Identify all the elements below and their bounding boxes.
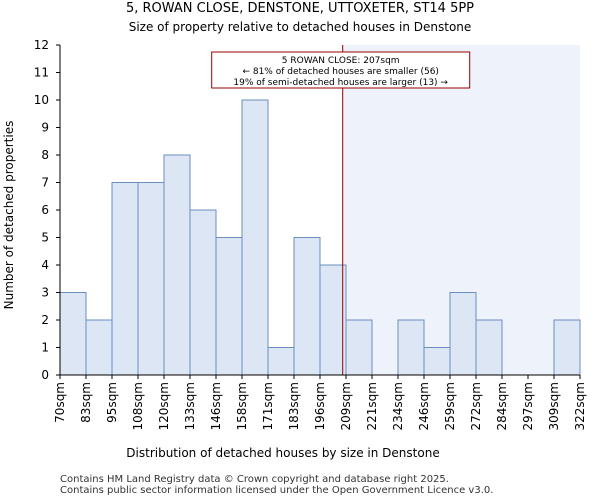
- x-tick-label: 196sqm: [313, 382, 327, 430]
- y-tick-label: 12: [34, 38, 49, 52]
- bar: [319, 264, 347, 376]
- y-tick-label: 10: [34, 93, 49, 107]
- bar: [293, 237, 321, 376]
- bar: [215, 237, 243, 376]
- x-tick-label: 297sqm: [521, 382, 535, 430]
- y-tick-label: 7: [41, 176, 49, 190]
- bar: [475, 319, 503, 376]
- bar: [189, 209, 217, 376]
- bar: [397, 319, 425, 376]
- bar: [553, 319, 581, 376]
- chart-subtitle: Size of property relative to detached ho…: [129, 20, 472, 34]
- x-tick-label: 120sqm: [157, 382, 171, 430]
- annotation-box: 5 ROWAN CLOSE: 207sqm ← 81% of detached …: [211, 51, 471, 89]
- chart-title: 5, ROWAN CLOSE, DENSTONE, UTTOXETER, ST1…: [126, 1, 474, 16]
- y-tick-label: 0: [41, 368, 49, 382]
- x-tick-label: 272sqm: [469, 382, 483, 430]
- bar: [423, 347, 451, 376]
- y-tick-label: 1: [41, 341, 49, 355]
- bar: [137, 182, 165, 376]
- x-tick-label: 309sqm: [547, 382, 561, 430]
- bar: [163, 154, 191, 376]
- x-tick-label: 171sqm: [261, 382, 275, 430]
- footer-line-1: Contains HM Land Registry data © Crown c…: [60, 474, 449, 485]
- bar: [59, 292, 87, 376]
- y-tick-label: 4: [41, 258, 49, 272]
- bars: [59, 99, 581, 376]
- x-tick-label: 133sqm: [183, 382, 197, 430]
- y-axis-label: Number of detached properties: [2, 121, 16, 310]
- y-tick-label: 8: [41, 148, 49, 162]
- x-tick-label: 322sqm: [573, 382, 587, 430]
- y-tick-label: 2: [41, 313, 49, 327]
- x-tick-label: 83sqm: [79, 382, 93, 423]
- bar: [449, 292, 477, 376]
- y-tick-label: 6: [41, 203, 49, 217]
- bar: [267, 347, 295, 376]
- bar: [345, 319, 373, 376]
- x-tick-label: 209sqm: [339, 382, 353, 430]
- y-tick-label: 5: [41, 231, 49, 245]
- x-tick-label: 70sqm: [53, 382, 67, 423]
- x-tick-label: 246sqm: [417, 382, 431, 430]
- bar: [241, 99, 269, 376]
- footer-line-2: Contains public sector information licen…: [60, 485, 494, 496]
- x-tick-label: 221sqm: [365, 382, 379, 430]
- x-tick-label: 259sqm: [443, 382, 457, 430]
- bar: [85, 319, 113, 376]
- annotation-line-3: 19% of semi-detached houses are larger (…: [233, 78, 448, 88]
- y-tick-label: 3: [41, 286, 49, 300]
- x-tick-label: 95sqm: [105, 382, 119, 423]
- y-tick-label: 11: [34, 66, 49, 80]
- x-tick-label: 234sqm: [391, 382, 405, 430]
- x-ticks: 70sqm 83sqm 95sqm 108sqm 120sqm 133sqm 146sqm 1…: [53, 375, 587, 430]
- x-axis-label: Distribution of detached houses by size …: [126, 446, 439, 460]
- x-tick-label: 146sqm: [209, 382, 223, 430]
- y-tick-label: 9: [41, 121, 49, 135]
- annotation-line-1: 5 ROWAN CLOSE: 207sqm: [282, 56, 400, 66]
- x-tick-label: 284sqm: [495, 382, 509, 430]
- x-tick-label: 158sqm: [235, 382, 249, 430]
- annotation-line-2: ← 81% of detached houses are smaller (56…: [242, 67, 439, 77]
- x-tick-label: 183sqm: [287, 382, 301, 430]
- x-tick-label: 108sqm: [131, 382, 145, 430]
- bar: [111, 182, 139, 376]
